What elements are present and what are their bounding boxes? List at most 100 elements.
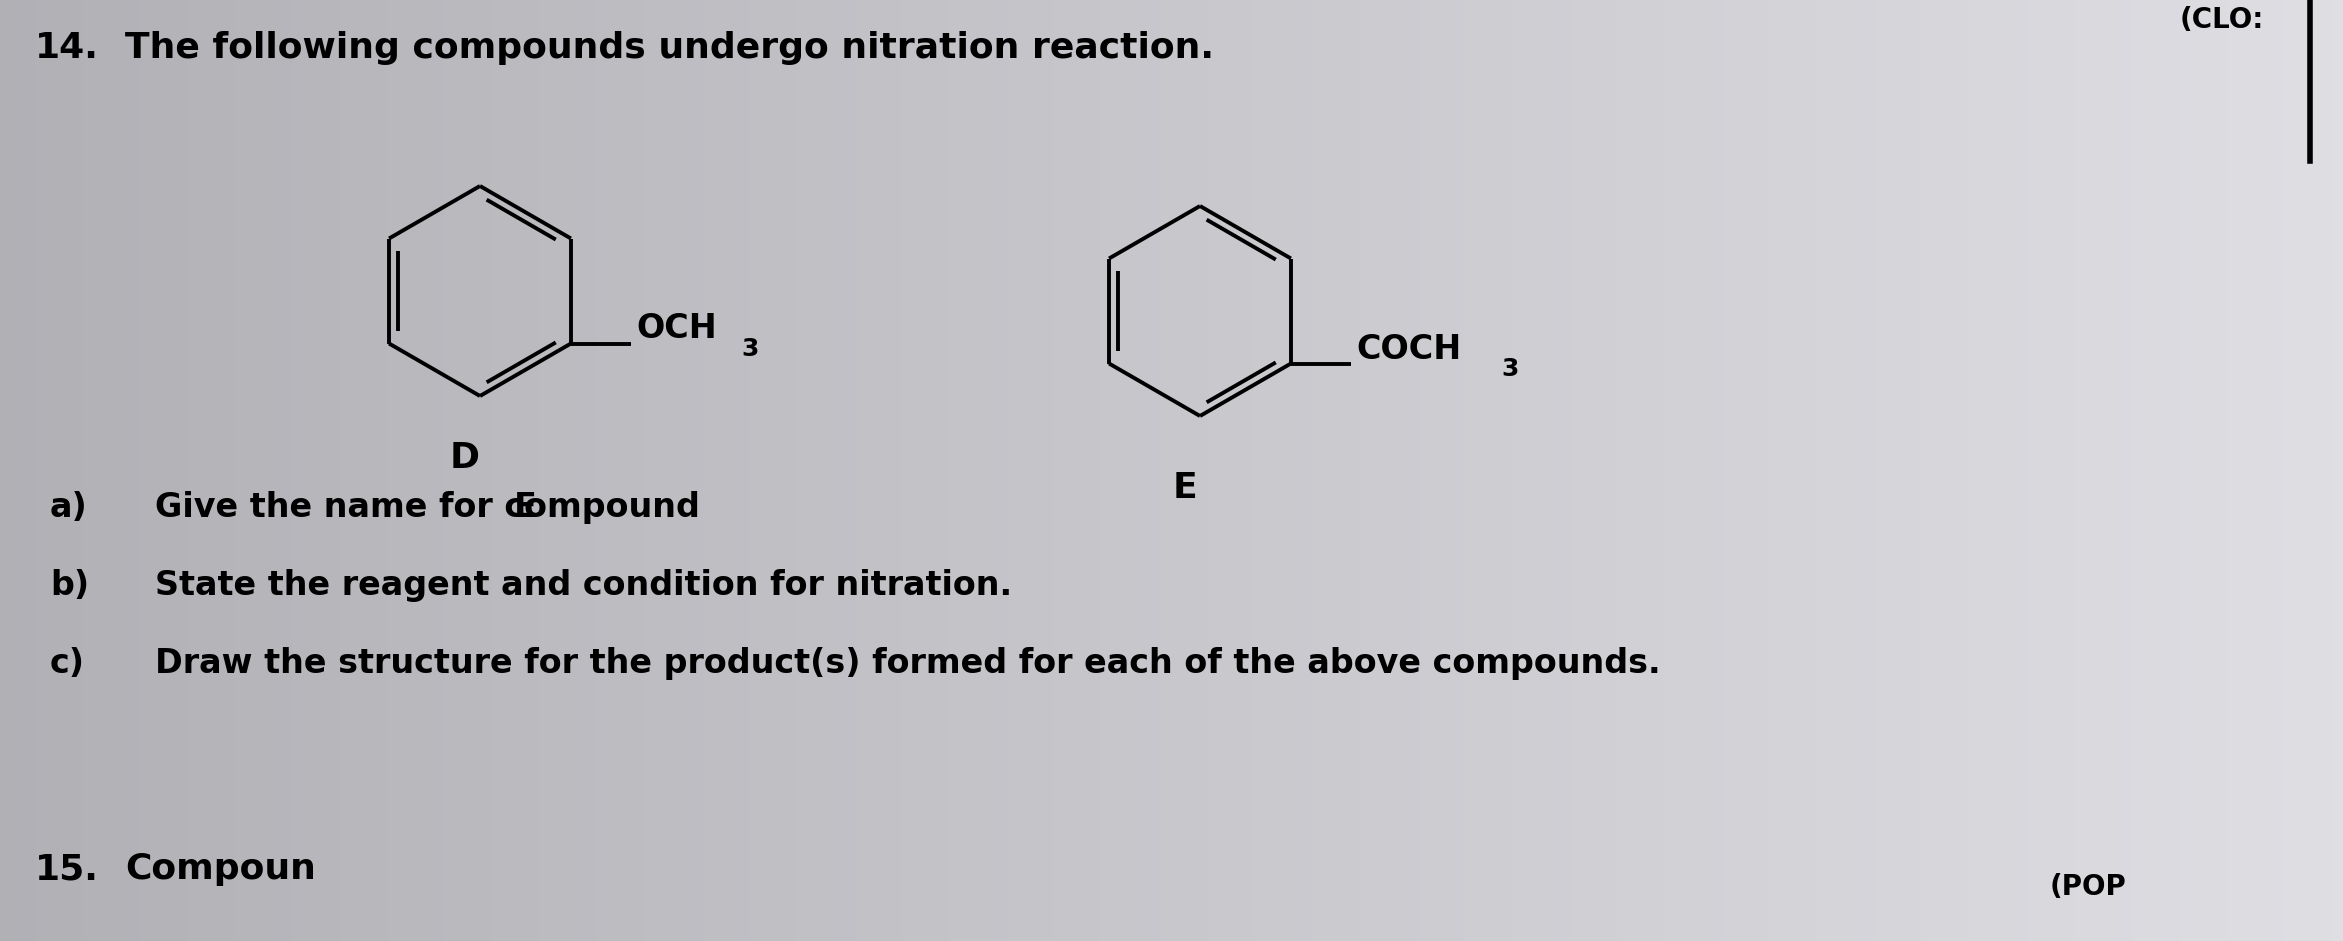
Bar — [1558, 0, 1570, 941]
Bar — [1933, 0, 1945, 941]
Bar — [949, 0, 961, 941]
Bar — [445, 0, 457, 941]
Bar — [1734, 0, 1746, 941]
Bar — [515, 0, 527, 941]
Text: State the reagent and condition for nitration.: State the reagent and condition for nitr… — [155, 569, 1012, 602]
Bar — [1687, 0, 1699, 941]
Bar — [1242, 0, 1254, 941]
Bar — [1089, 0, 1101, 941]
Bar — [2284, 0, 2296, 941]
Bar — [1101, 0, 1113, 941]
Bar — [586, 0, 597, 941]
Bar — [761, 0, 773, 941]
Bar — [1792, 0, 1804, 941]
Bar — [855, 0, 867, 941]
Bar — [1406, 0, 1418, 941]
Bar — [1476, 0, 1488, 941]
Bar — [1839, 0, 1851, 941]
Bar — [2308, 0, 2320, 941]
Bar — [187, 0, 199, 941]
Bar — [1992, 0, 2003, 941]
Bar — [398, 0, 410, 941]
Bar — [820, 0, 832, 941]
Bar — [1863, 0, 1874, 941]
Bar — [656, 0, 668, 941]
Text: Give the name for compound: Give the name for compound — [155, 491, 712, 524]
Bar — [1078, 0, 1089, 941]
Bar — [1183, 0, 1195, 941]
Bar — [1218, 0, 1230, 941]
Bar — [105, 0, 117, 941]
Bar — [1664, 0, 1675, 941]
Text: c): c) — [49, 647, 84, 680]
Bar — [2156, 0, 2167, 941]
Bar — [2015, 0, 2027, 941]
Bar — [1230, 0, 1242, 941]
Bar — [1394, 0, 1406, 941]
Bar — [59, 0, 70, 941]
Bar — [433, 0, 445, 941]
Bar — [808, 0, 820, 941]
Bar — [47, 0, 59, 941]
Text: b): b) — [49, 569, 89, 602]
Bar — [457, 0, 469, 941]
Bar — [527, 0, 539, 941]
Bar — [258, 0, 269, 941]
Bar — [691, 0, 703, 941]
Bar — [1429, 0, 1441, 941]
Bar — [504, 0, 515, 941]
Bar — [1699, 0, 1710, 941]
Bar — [972, 0, 984, 941]
Bar — [2144, 0, 2156, 941]
Bar — [387, 0, 398, 941]
Bar — [890, 0, 902, 941]
Bar — [234, 0, 246, 941]
Bar — [609, 0, 621, 941]
Bar — [1125, 0, 1136, 941]
Bar — [1511, 0, 1523, 941]
Bar — [1359, 0, 1371, 941]
Bar — [1265, 0, 1277, 941]
Bar — [492, 0, 504, 941]
Bar — [726, 0, 738, 941]
Bar — [1289, 0, 1300, 941]
Bar — [574, 0, 586, 941]
Bar — [1207, 0, 1218, 941]
Text: a): a) — [49, 491, 87, 524]
Bar — [410, 0, 422, 941]
Bar — [1851, 0, 1863, 941]
Bar — [1113, 0, 1125, 941]
Bar — [1136, 0, 1148, 941]
Bar — [1956, 0, 1968, 941]
Bar — [293, 0, 305, 941]
Bar — [480, 0, 492, 941]
Bar — [1605, 0, 1617, 941]
Bar — [1593, 0, 1605, 941]
Bar — [1546, 0, 1558, 941]
Bar — [633, 0, 644, 941]
Bar — [1828, 0, 1839, 941]
Bar — [1921, 0, 1933, 941]
Bar — [223, 0, 234, 941]
Text: E: E — [1172, 471, 1197, 505]
Text: COCH: COCH — [1357, 332, 1462, 365]
Bar — [843, 0, 855, 941]
Bar — [1582, 0, 1593, 941]
Bar — [2179, 0, 2191, 941]
Bar — [2226, 0, 2238, 941]
Bar — [879, 0, 890, 941]
Bar — [2050, 0, 2062, 941]
Bar — [1054, 0, 1066, 941]
Bar — [2202, 0, 2214, 941]
Bar — [316, 0, 328, 941]
Bar — [738, 0, 750, 941]
Bar — [644, 0, 656, 941]
Bar — [23, 0, 35, 941]
Bar — [176, 0, 187, 941]
Bar — [1980, 0, 1992, 941]
Bar — [94, 0, 105, 941]
Bar — [1535, 0, 1546, 941]
Bar — [2027, 0, 2038, 941]
Bar — [469, 0, 480, 941]
Bar — [129, 0, 141, 941]
